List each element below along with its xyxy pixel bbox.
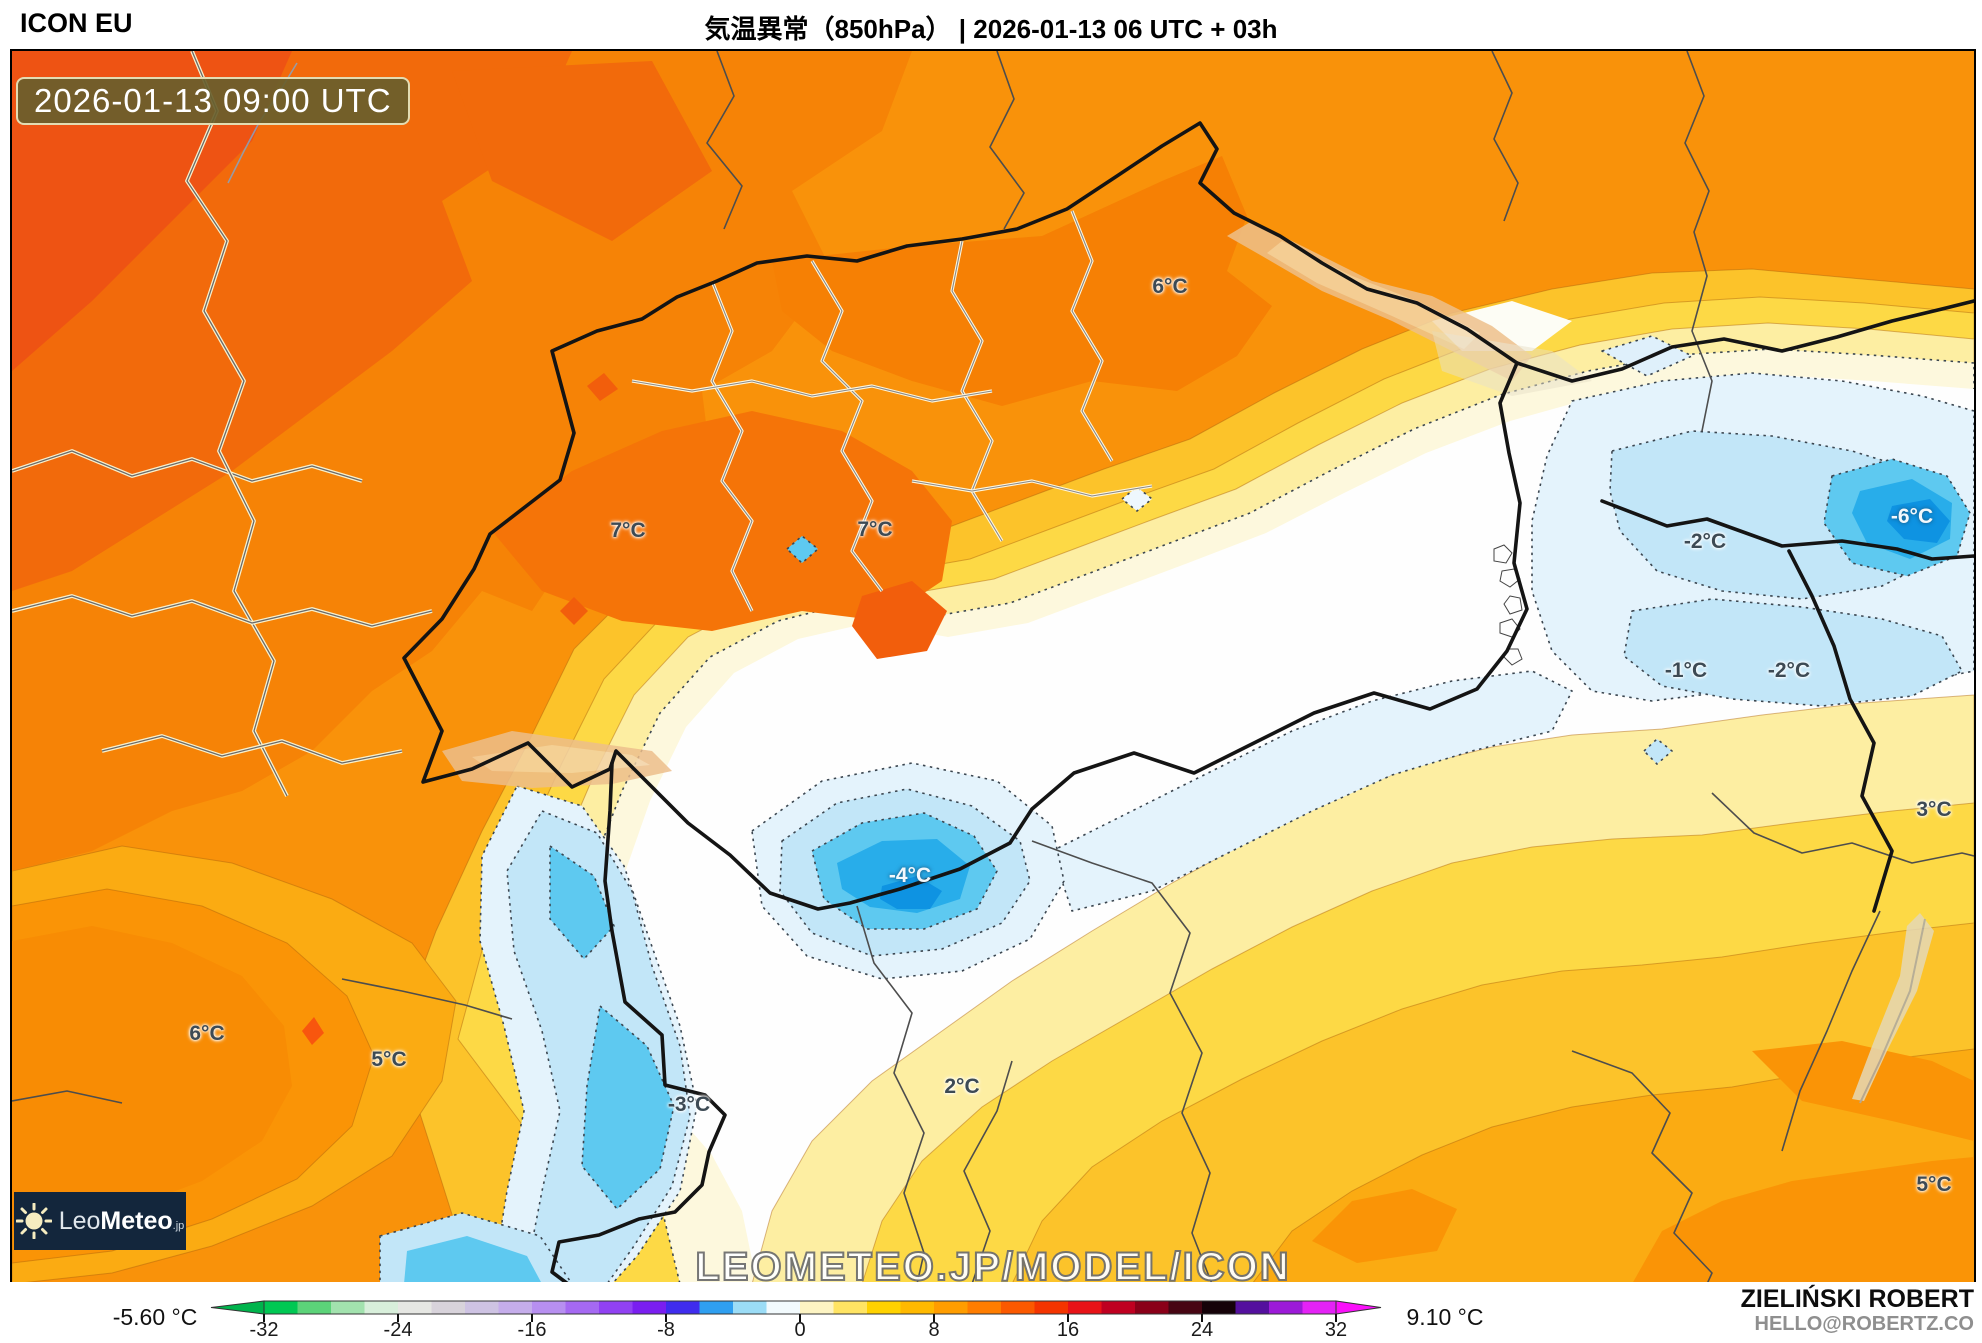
model-name: ICON EU [20,8,133,38]
map-temp-label: 2°C [944,1075,980,1098]
map-temp-label: -2°C [1683,530,1727,553]
map-temp-label: 5°C [1916,1173,1952,1196]
leometeo-logo: LeoMeteo.jp [14,1192,186,1250]
map-title: 気温異常（850hPa） | 2026-01-13 06 UTC + 03h [704,14,1278,44]
logo-text: LeoMeteo.jp [58,1206,185,1235]
map-temp-label: -1°C [1664,659,1708,682]
timestamp-badge: 2026-01-13 09:00 UTC [16,77,410,125]
weather-map: 2026-01-13 09:00 UTC 6°C 7°C 7°C -2°C -6°C -1… [10,49,1976,1286]
colorbar-tick-label: -8 [657,1319,675,1338]
watermark: LEOMETEO.JP/MODEL/ICON [694,1244,1291,1286]
colorbar-tick-label: 0 [794,1319,805,1338]
map-temp-label: 7°C [857,518,893,541]
sun-icon [15,1203,52,1239]
map-temp-label: 6°C [189,1022,225,1045]
colorbar-tick-label: -24 [384,1319,413,1338]
map-temp-label: 7°C [610,519,646,542]
header-bar: ICON EU 気温異常（850hPa） | 2026-01-13 06 UTC… [0,0,1982,49]
map-temp-label: 6°C [1152,275,1188,298]
colorbar-tick-label: 8 [928,1319,939,1338]
credit-author: ZIELIŃSKI ROBERT [1740,1285,1974,1313]
map-canvas [12,51,1974,1284]
map-temp-label: -6°C [1890,505,1934,528]
colorbar-min-label: -5.60 °C [112,1304,198,1330]
colorbar-tick-label: 32 [1325,1319,1347,1338]
map-temp-label: -2°C [1767,659,1811,682]
colorbar-tick-label: 16 [1057,1319,1079,1338]
colorbar: -32 -24 -16 -8 0 8 16 24 32 [210,1300,1382,1341]
credit-contact: HELLO@ROBERTZ.CO [1754,1313,1975,1335]
colorbar-footer: -32 -24 -16 -8 0 8 16 24 32 [0,1282,1982,1341]
colorbar-tick-label: -32 [250,1319,279,1338]
colorbar-tick-label: 24 [1191,1319,1213,1338]
colorbar-tick-label: -16 [518,1319,547,1338]
map-temp-label: -4°C [888,864,932,887]
map-temp-label: 3°C [1916,798,1952,821]
colorbar-max-label: 9.10 °C [1406,1304,1484,1330]
map-temp-label: 5°C [371,1048,407,1071]
map-temp-label: -3°C [667,1093,711,1116]
